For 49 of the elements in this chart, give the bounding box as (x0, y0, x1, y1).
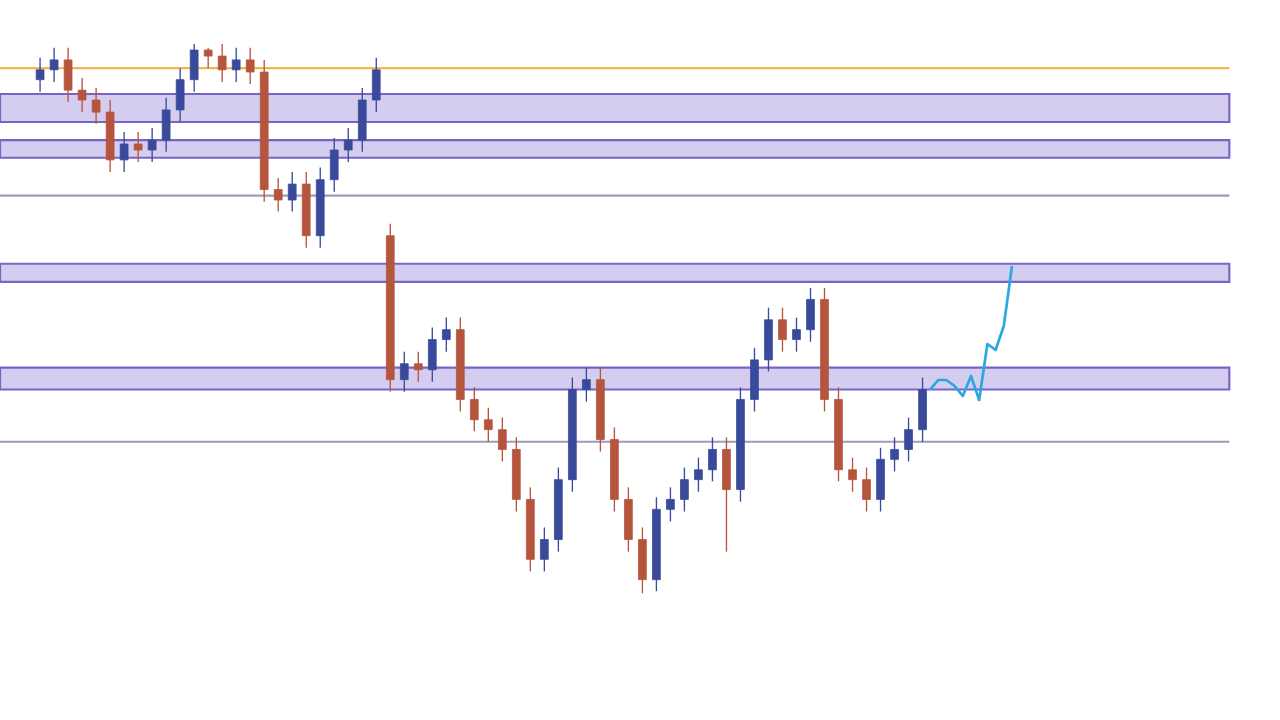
candlestick (666, 486, 675, 523)
candlestick (918, 376, 927, 443)
candlestick (750, 347, 759, 413)
candlestick (63, 47, 73, 103)
candlestick (498, 416, 507, 463)
candlestick (35, 57, 45, 93)
candlestick (343, 127, 353, 163)
candlestick (624, 486, 633, 553)
candlestick (792, 316, 801, 353)
candlestick (540, 526, 549, 573)
candlestick (469, 386, 479, 432)
candlestick (890, 436, 899, 473)
candlestick (680, 466, 689, 513)
candlestick (778, 307, 787, 353)
candlestick (848, 457, 857, 493)
candlestick (638, 526, 647, 595)
candlestick (161, 97, 171, 153)
candlestick (77, 77, 87, 113)
candlestick (245, 47, 255, 85)
candlestick (147, 127, 157, 163)
candlestick (484, 407, 493, 443)
candlestick (231, 47, 241, 83)
candlestick (189, 43, 199, 93)
candlestick (722, 436, 731, 553)
candlestick (399, 350, 409, 393)
candlestick (49, 47, 59, 83)
candlestick (904, 416, 913, 463)
candlestick (273, 177, 283, 213)
candlestick (119, 131, 129, 173)
candlestick (91, 87, 101, 125)
candlestick (876, 447, 885, 513)
candlestick (427, 326, 437, 383)
candlestick (357, 87, 367, 153)
candlestick (371, 57, 381, 113)
candlestick (329, 137, 339, 193)
candlestick (708, 436, 717, 482)
candlestick (413, 350, 423, 383)
candlestick (217, 43, 227, 83)
candlestick (694, 457, 703, 493)
candlestick (862, 466, 871, 513)
candlestick (175, 67, 185, 123)
candlestick (105, 99, 115, 173)
candlestick (806, 287, 815, 343)
candlestick (287, 171, 297, 213)
candlestick (582, 366, 591, 403)
candlestick (133, 131, 143, 163)
candlestick (764, 307, 773, 373)
candlestick (441, 316, 451, 353)
candlestick (203, 47, 213, 69)
